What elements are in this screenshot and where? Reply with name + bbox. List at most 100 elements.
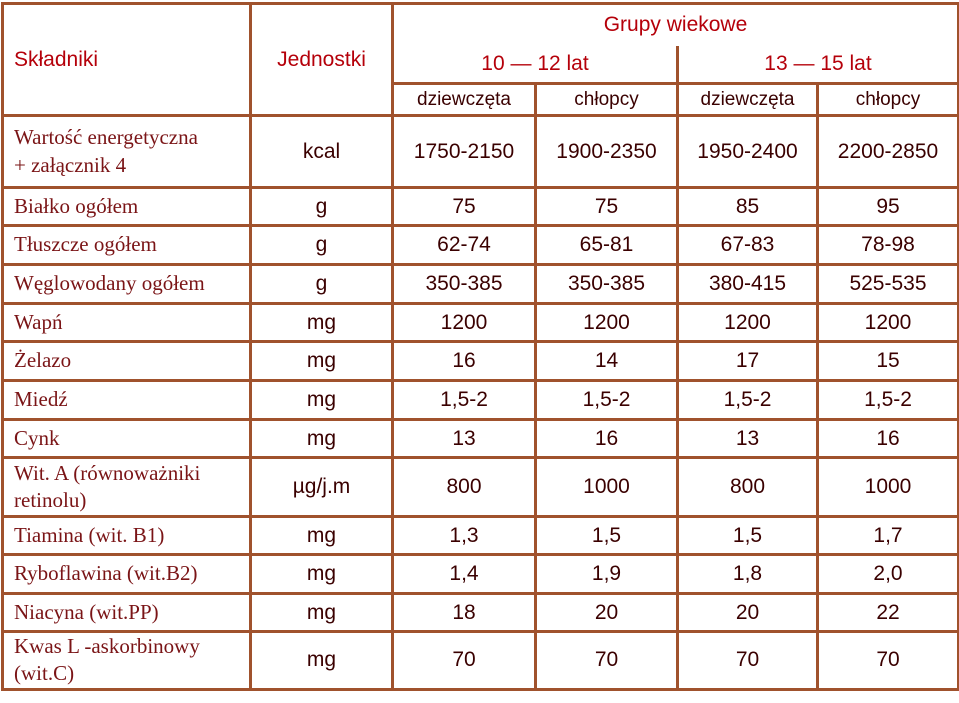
nutrient-value: 2,0 xyxy=(816,553,959,595)
nutrient-name: Wartość energetyczna + załącznik 4 xyxy=(1,114,252,189)
nutrient-value: 800 xyxy=(391,456,537,518)
nutrient-unit: mg xyxy=(249,592,394,633)
nutrient-value: 95 xyxy=(816,186,959,227)
nutrient-name: Niacyna (wit.PP) xyxy=(1,592,252,633)
nutrient-value: 1200 xyxy=(816,302,959,343)
nutrient-value: 1,5-2 xyxy=(534,379,679,421)
table-row: Wit. A (równoważniki retinolu) µg/j.m 800 1… xyxy=(1,456,959,518)
nutrient-value: 1200 xyxy=(534,302,679,343)
nutrient-name: Węglowodany ogółem xyxy=(1,263,252,305)
nutrient-unit: µg/j.m xyxy=(249,456,394,518)
header-gender-girls-10-12: dziewczęta xyxy=(391,82,537,117)
nutrient-value: 1,3 xyxy=(391,515,537,556)
nutrient-unit: mg xyxy=(249,302,394,343)
nutrient-value: 17 xyxy=(676,340,819,382)
table-row: Ryboflawina (wit.B2) mg 1,4 1,9 1,8 2,0 xyxy=(1,553,959,595)
nutrient-value: 525-535 xyxy=(816,263,959,305)
nutrient-name: Ryboflawina (wit.B2) xyxy=(1,553,252,595)
nutrient-value: 1750-2150 xyxy=(391,114,537,189)
nutrient-unit: mg xyxy=(249,630,394,691)
nutrient-value: 13 xyxy=(391,418,537,459)
nutrient-value: 62-74 xyxy=(391,224,537,266)
nutrient-value: 2200-2850 xyxy=(816,114,959,189)
table-row: Niacyna (wit.PP) mg 18 20 20 22 xyxy=(1,592,959,633)
nutrient-value: 380-415 xyxy=(676,263,819,305)
nutrient-value: 800 xyxy=(676,456,819,518)
nutrient-value: 65-81 xyxy=(534,224,679,266)
table-row: Węglowodany ogółem g 350-385 350-385 380-415… xyxy=(1,263,959,305)
nutrient-value: 1000 xyxy=(816,456,959,518)
header-gender-boys-13-15: chłopcy xyxy=(816,82,959,117)
table-row: Białko ogółem g 75 75 85 95 xyxy=(1,186,959,227)
nutrient-value: 1200 xyxy=(676,302,819,343)
header-gender-boys-10-12: chłopcy xyxy=(534,82,679,117)
nutrient-name: Miedź xyxy=(1,379,252,421)
header-gender-girls-13-15: dziewczęta xyxy=(676,82,819,117)
nutrient-value: 18 xyxy=(391,592,537,633)
nutrient-name: Tłuszcze ogółem xyxy=(1,224,252,266)
nutrient-value: 70 xyxy=(391,630,537,691)
table-row: Tiamina (wit. B1) mg 1,3 1,5 1,5 1,7 xyxy=(1,515,959,556)
nutrient-value: 1,9 xyxy=(534,553,679,595)
nutrient-unit: mg xyxy=(249,379,394,421)
nutrient-value: 1,8 xyxy=(676,553,819,595)
table-row: Kwas L -askorbinowy (wit.C) mg 70 70 70 70 xyxy=(1,630,959,691)
nutrient-value: 75 xyxy=(534,186,679,227)
nutrient-value: 70 xyxy=(534,630,679,691)
nutrient-value: 15 xyxy=(816,340,959,382)
nutrient-value: 1200 xyxy=(391,302,537,343)
nutrient-name: Wit. A (równoważniki retinolu) xyxy=(1,456,252,518)
nutrient-value: 1,4 xyxy=(391,553,537,595)
nutrient-value: 22 xyxy=(816,592,959,633)
nutrient-value: 1,5 xyxy=(676,515,819,556)
table-row: Cynk mg 13 16 13 16 xyxy=(1,418,959,459)
nutrient-value: 1,5-2 xyxy=(676,379,819,421)
nutrient-value: 1900-2350 xyxy=(534,114,679,189)
nutrient-unit: kcal xyxy=(249,114,394,189)
nutrient-value: 13 xyxy=(676,418,819,459)
nutrient-name: Tiamina (wit. B1) xyxy=(1,515,252,556)
table-row: Wartość energetyczna + załącznik 4 kcal 17… xyxy=(1,114,959,189)
nutrient-value: 16 xyxy=(391,340,537,382)
nutrient-value: 67-83 xyxy=(676,224,819,266)
nutrient-value: 70 xyxy=(676,630,819,691)
nutrient-unit: g xyxy=(249,186,394,227)
header-age-groups: Grupy wiekowe xyxy=(391,2,959,46)
nutrient-name: Żelazo xyxy=(1,340,252,382)
nutrient-unit: mg xyxy=(249,340,394,382)
nutrient-value: 78-98 xyxy=(816,224,959,266)
nutrient-value: 1,5 xyxy=(534,515,679,556)
nutrient-unit: g xyxy=(249,263,394,305)
nutrient-name: Białko ogółem xyxy=(1,186,252,227)
nutrient-value: 350-385 xyxy=(534,263,679,305)
nutrient-value: 1,5-2 xyxy=(391,379,537,421)
table-row: Miedź mg 1,5-2 1,5-2 1,5-2 1,5-2 xyxy=(1,379,959,421)
nutrient-value: 85 xyxy=(676,186,819,227)
nutrient-unit: mg xyxy=(249,418,394,459)
nutrient-name: Wapń xyxy=(1,302,252,343)
nutrient-unit: mg xyxy=(249,553,394,595)
nutrient-value: 350-385 xyxy=(391,263,537,305)
table-row: Żelazo mg 16 14 17 15 xyxy=(1,340,959,382)
table-row: Tłuszcze ogółem g 62-74 65-81 67-83 78-98 xyxy=(1,224,959,266)
nutrient-value: 16 xyxy=(534,418,679,459)
nutrient-value: 14 xyxy=(534,340,679,382)
nutrient-name: Kwas L -askorbinowy (wit.C) xyxy=(1,630,252,691)
nutrient-name: Cynk xyxy=(1,418,252,459)
nutrient-value: 20 xyxy=(534,592,679,633)
header-age-10-12: 10 — 12 lat xyxy=(391,45,679,85)
nutrient-value: 1,5-2 xyxy=(816,379,959,421)
nutrient-value: 1000 xyxy=(534,456,679,518)
nutrient-unit: mg xyxy=(249,515,394,556)
nutrient-value: 75 xyxy=(391,186,537,227)
header-ingredients: Składniki xyxy=(1,2,252,117)
header-age-13-15: 13 — 15 lat xyxy=(676,45,959,85)
nutrient-unit: g xyxy=(249,224,394,266)
nutrition-table: Składniki Jednostki Grupy wiekowe 10 — 1… xyxy=(1,2,959,691)
nutrient-value: 16 xyxy=(816,418,959,459)
nutrient-value: 70 xyxy=(816,630,959,691)
nutrient-value: 1,7 xyxy=(816,515,959,556)
header-units: Jednostki xyxy=(249,2,394,117)
nutrient-value: 1950-2400 xyxy=(676,114,819,189)
